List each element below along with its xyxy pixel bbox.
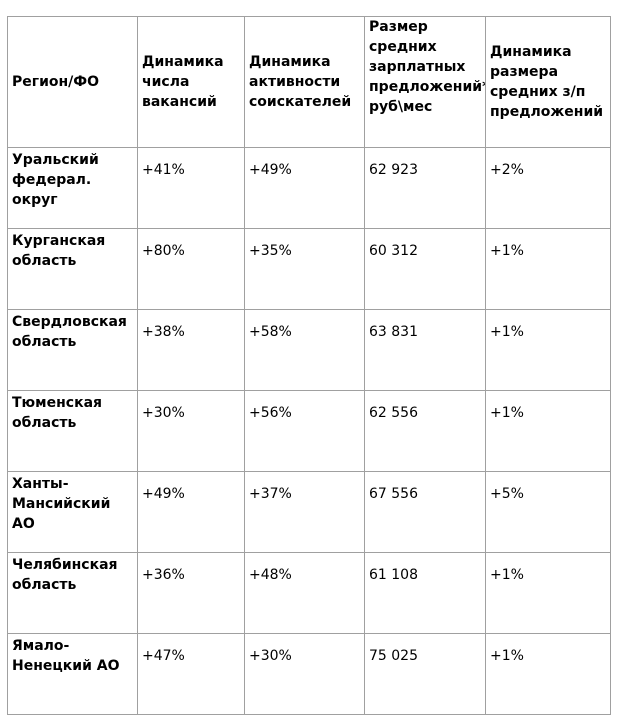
activity-cell: +37% <box>244 471 365 553</box>
salary-dynamics-cell: +1% <box>485 633 611 715</box>
region-cell: Уральский федерал. округ <box>7 147 138 229</box>
salary-dynamics-cell: +1% <box>485 228 611 310</box>
activity-cell: +56% <box>244 390 365 472</box>
region-cell: Ханты-Мансийский АО <box>7 471 138 553</box>
vacancies-cell: +49% <box>137 471 245 553</box>
vacancies-cell: +80% <box>137 228 245 310</box>
activity-cell: +35% <box>244 228 365 310</box>
salary-cell: 62 923 <box>364 147 486 229</box>
header-salary-dynamics: Динамика размера средних з/п предложений <box>485 16 611 148</box>
activity-cell: +48% <box>244 552 365 634</box>
region-cell: Курганская область <box>7 228 138 310</box>
table-row: Уральский федерал. округ +41% +49% 62 92… <box>7 147 611 229</box>
header-vacancies-dynamics: Динамика числа вакансий <box>137 16 245 148</box>
salary-dynamics-cell: +1% <box>485 309 611 391</box>
table-row: Курганская область +80% +35% 60 312 +1% <box>7 228 611 310</box>
regional-statistics-table: Регион/ФО Динамика числа вакансий Динами… <box>7 16 611 715</box>
vacancies-cell: +38% <box>137 309 245 391</box>
header-region: Регион/ФО <box>7 16 138 148</box>
salary-cell: 60 312 <box>364 228 486 310</box>
table-header-row: Регион/ФО Динамика числа вакансий Динами… <box>7 16 611 148</box>
table-row: Ханты-Мансийский АО +49% +37% 67 556 +5% <box>7 471 611 553</box>
salary-dynamics-cell: +1% <box>485 552 611 634</box>
header-applicants-activity: Динамика активности соискателей <box>244 16 365 148</box>
salary-cell: 63 831 <box>364 309 486 391</box>
salary-dynamics-cell: +1% <box>485 390 611 472</box>
activity-cell: +58% <box>244 309 365 391</box>
vacancies-cell: +36% <box>137 552 245 634</box>
table-row: Челябинская область +36% +48% 61 108 +1% <box>7 552 611 634</box>
region-cell: Свердловская область <box>7 309 138 391</box>
activity-cell: +49% <box>244 147 365 229</box>
region-cell: Тюменская область <box>7 390 138 472</box>
table-row: Тюменская область +30% +56% 62 556 +1% <box>7 390 611 472</box>
table-row: Ямало-Ненецкий АО +47% +30% 75 025 +1% <box>7 633 611 715</box>
region-cell: Челябинская область <box>7 552 138 634</box>
activity-cell: +30% <box>244 633 365 715</box>
salary-cell: 62 556 <box>364 390 486 472</box>
header-average-salary: Размер средних зарплатных предложений* р… <box>364 16 486 148</box>
table-row: Свердловская область +38% +58% 63 831 +1… <box>7 309 611 391</box>
salary-cell: 61 108 <box>364 552 486 634</box>
salary-dynamics-cell: +2% <box>485 147 611 229</box>
vacancies-cell: +41% <box>137 147 245 229</box>
salary-dynamics-cell: +5% <box>485 471 611 553</box>
vacancies-cell: +47% <box>137 633 245 715</box>
region-cell: Ямало-Ненецкий АО <box>7 633 138 715</box>
salary-cell: 75 025 <box>364 633 486 715</box>
vacancies-cell: +30% <box>137 390 245 472</box>
salary-cell: 67 556 <box>364 471 486 553</box>
